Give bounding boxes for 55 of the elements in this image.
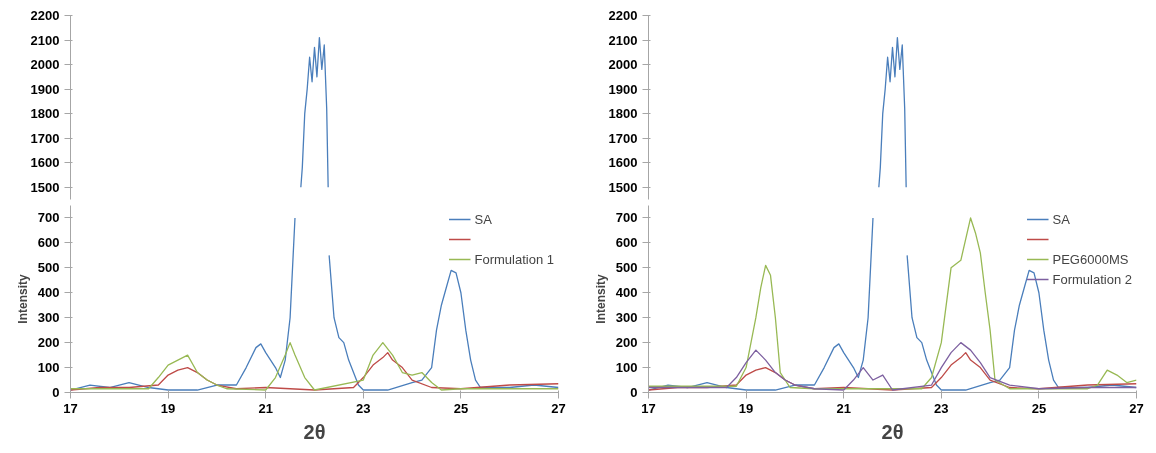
x-tick-label: 21 — [836, 400, 851, 416]
line-series — [300, 36, 329, 188]
y-axis-title: Intensity — [15, 274, 30, 324]
x-tick-label: 23 — [356, 400, 371, 416]
x-tick-label: 27 — [1129, 400, 1144, 416]
y-tick-label: 700 — [37, 210, 60, 226]
x-tick-label: 21 — [258, 400, 273, 416]
y-tick-label: 1500 — [30, 179, 60, 195]
x-tick-label: 19 — [160, 400, 176, 416]
legend-label: PEG6000MS — [1052, 251, 1129, 267]
y-tick-label: 2100 — [30, 32, 60, 48]
y-tick-label: 0 — [630, 385, 638, 400]
y-tick-label: 500 — [615, 260, 638, 276]
y-tick-label: 2200 — [30, 8, 60, 23]
y-tick-label: 1600 — [608, 155, 638, 171]
y-tick-label: 100 — [615, 360, 638, 376]
x-tick-label: 25 — [453, 400, 469, 416]
y-tick-label: 1500 — [608, 179, 638, 195]
x-axis-title: 2θ — [303, 420, 326, 443]
y-tick-label: 1700 — [608, 130, 638, 146]
y-tick-label: 1900 — [608, 81, 638, 97]
x-tick-label: 19 — [738, 400, 754, 416]
y-tick-label: 1700 — [30, 130, 60, 146]
y-tick-label: 200 — [615, 335, 638, 351]
y-tick-label: 200 — [37, 335, 60, 351]
y-tick-label: 100 — [37, 360, 60, 376]
legend-label: SA — [1052, 211, 1071, 227]
line-series — [878, 36, 907, 188]
x-tick-label: 17 — [641, 400, 656, 416]
x-tick-label: 25 — [1031, 400, 1047, 416]
y-tick-label: 300 — [615, 310, 638, 326]
y-axis-title: Intensity — [593, 274, 608, 324]
legend-label: Formulation 1 — [474, 251, 554, 267]
legend-label: Formulation 2 — [1052, 271, 1132, 287]
y-tick-label: 600 — [37, 235, 60, 251]
y-tick-label: 2200 — [608, 8, 638, 23]
y-tick-label: 2000 — [30, 57, 60, 73]
y-tick-label: 0 — [52, 385, 60, 400]
y-tick-label: 500 — [37, 260, 60, 276]
y-tick-label: 1800 — [608, 106, 638, 122]
y-tick-label: 700 — [615, 210, 638, 226]
x-tick-label: 27 — [551, 400, 566, 416]
y-tick-label: 400 — [37, 285, 60, 301]
y-tick-label: 300 — [37, 310, 60, 326]
y-tick-label: 2000 — [608, 57, 638, 73]
y-tick-label: 2100 — [608, 32, 638, 48]
y-tick-label: 600 — [615, 235, 638, 251]
y-tick-label: 1600 — [30, 155, 60, 171]
y-tick-label: 1800 — [30, 106, 60, 122]
legend-label: SA — [474, 211, 493, 227]
x-tick-label: 23 — [934, 400, 949, 416]
x-axis-title: 2θ — [881, 420, 904, 443]
y-tick-label: 400 — [615, 285, 638, 301]
x-tick-label: 17 — [63, 400, 78, 416]
y-tick-label: 1900 — [30, 81, 60, 97]
